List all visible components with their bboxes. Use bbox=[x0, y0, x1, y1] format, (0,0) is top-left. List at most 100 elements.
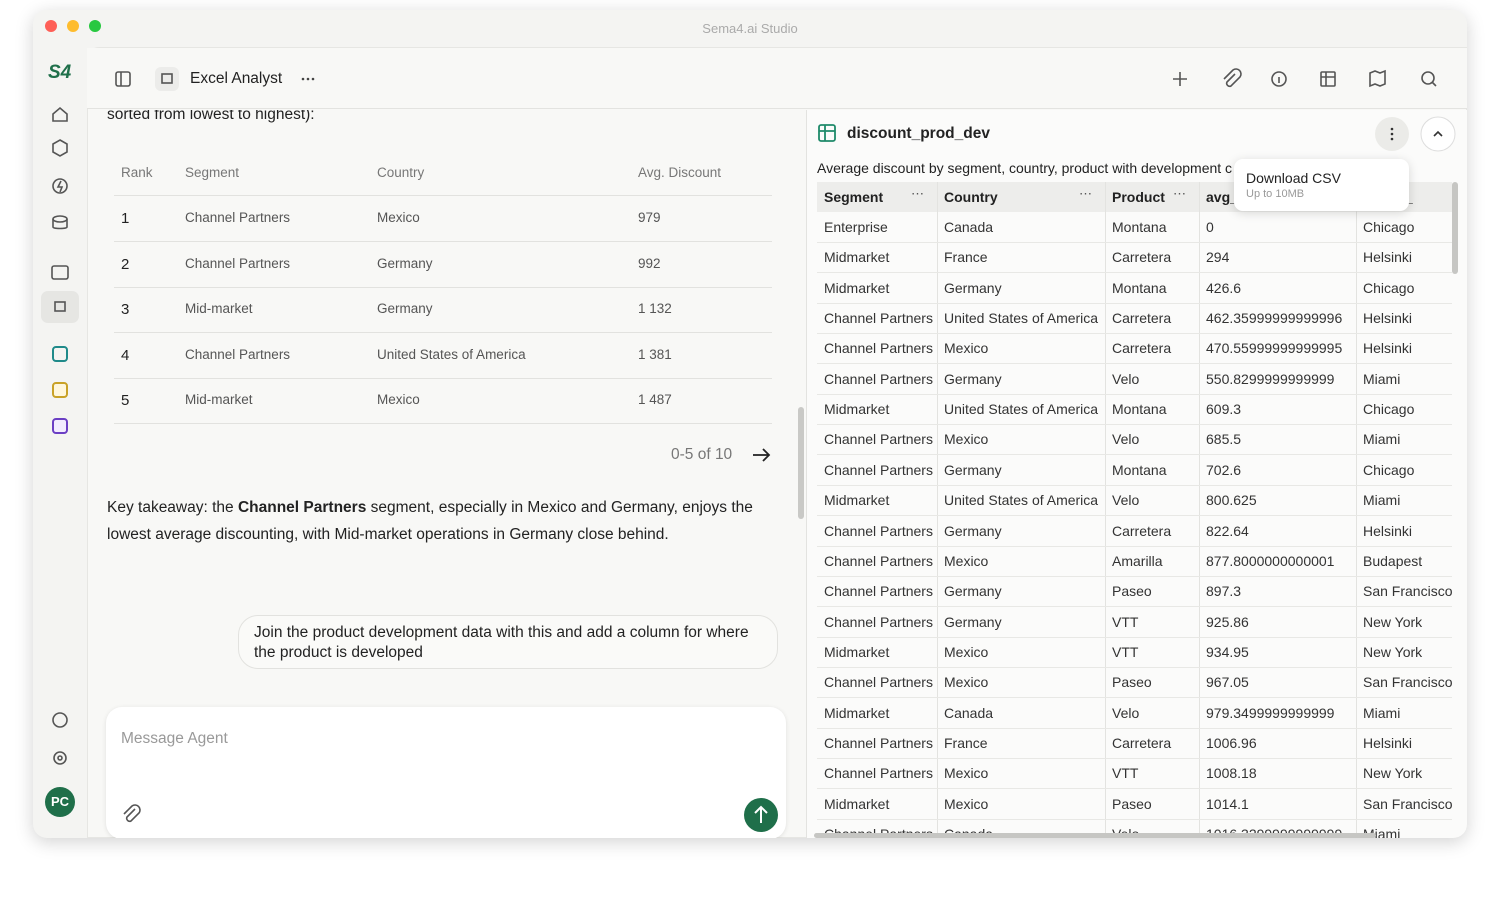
table-cell: Channel Partners bbox=[824, 310, 933, 327]
table-cell: 702.6 bbox=[1206, 461, 1242, 478]
table-cell: Channel Partners bbox=[824, 765, 933, 782]
composer-placeholder[interactable]: Message Agent bbox=[121, 730, 228, 747]
column-divider bbox=[937, 182, 938, 838]
row-divider bbox=[114, 241, 772, 242]
row-divider bbox=[817, 393, 1452, 395]
column-header: avg_ bbox=[1206, 189, 1238, 205]
table-cell: Channel Partners bbox=[824, 583, 933, 600]
table-cell: 5 bbox=[121, 392, 130, 409]
header-left-icons[interactable] bbox=[113, 64, 243, 94]
table-cell: Channel Partners bbox=[824, 613, 933, 630]
panel-buttons[interactable] bbox=[1373, 114, 1463, 154]
table-cell: San Francisco bbox=[1363, 795, 1452, 812]
header-right-icons[interactable] bbox=[1165, 64, 1445, 94]
logo: S4 bbox=[48, 62, 72, 83]
agent-name[interactable]: Excel Analyst bbox=[190, 70, 283, 87]
table-cell: Carretera bbox=[1112, 340, 1172, 357]
table-cell: Miami bbox=[1363, 492, 1401, 509]
window-title: Sema4.ai Studio bbox=[702, 21, 798, 36]
table-cell: Mid-market bbox=[185, 301, 253, 316]
row-divider bbox=[114, 423, 772, 424]
table-cell: Channel Partners bbox=[824, 370, 933, 387]
table-cell: Montana bbox=[1112, 279, 1167, 296]
table-cell: Midmarket bbox=[824, 492, 890, 509]
column-menu[interactable]: ⋯ bbox=[1079, 186, 1092, 201]
table-cell: Canada bbox=[944, 219, 994, 235]
column-divider bbox=[1199, 182, 1200, 838]
download-popup[interactable]: Download CSV Up to 10MB bbox=[1234, 159, 1409, 211]
row-divider bbox=[817, 484, 1452, 486]
table-cell: VTT bbox=[1112, 643, 1139, 660]
table-cell: New York bbox=[1363, 613, 1423, 630]
composer[interactable] bbox=[106, 707, 786, 838]
attach-button[interactable] bbox=[120, 804, 142, 826]
table-cell: 967.05 bbox=[1206, 674, 1249, 691]
table-cell: Mexico bbox=[944, 552, 989, 569]
row-divider bbox=[817, 788, 1452, 790]
table-cell: United States of America bbox=[944, 492, 1099, 509]
column-menu[interactable]: ⋯ bbox=[911, 186, 924, 201]
column-divider bbox=[1105, 182, 1106, 838]
table-cell: 877.8000000000001 bbox=[1206, 552, 1335, 569]
user-message: Join the product development data with t… bbox=[238, 615, 778, 669]
row-divider bbox=[817, 424, 1452, 426]
table-cell: Mid-market bbox=[185, 392, 253, 407]
takeaway-text: Key takeaway: the bbox=[107, 499, 238, 516]
agent-menu[interactable] bbox=[299, 74, 319, 84]
row-divider bbox=[817, 757, 1452, 759]
table-cell: 979 bbox=[638, 210, 661, 225]
column-menu[interactable]: ⋯ bbox=[1173, 186, 1186, 201]
table-vscroll[interactable] bbox=[1452, 182, 1458, 274]
table-cell: 1 bbox=[121, 210, 130, 227]
sidebar-icons[interactable] bbox=[33, 95, 87, 495]
table-cell: 934.95 bbox=[1206, 643, 1249, 660]
table-cell: Helsinki bbox=[1363, 340, 1413, 357]
table-cell: 925.86 bbox=[1206, 613, 1249, 630]
table-cell: Helsinki bbox=[1363, 522, 1413, 539]
header bbox=[87, 48, 1467, 109]
table-cell: 992 bbox=[638, 255, 661, 271]
popup-title[interactable]: Download CSV bbox=[1246, 170, 1341, 186]
row-divider bbox=[817, 606, 1452, 608]
table-cell: VTT bbox=[1112, 765, 1139, 782]
table-cell: Paseo bbox=[1112, 674, 1152, 691]
table-cell: Mexico bbox=[377, 210, 420, 225]
send-button[interactable] bbox=[743, 797, 779, 833]
chat-area: sorted from lowest to highest): Rank Segm… bbox=[87, 110, 806, 838]
table-cell: 1008.18 bbox=[1206, 765, 1257, 782]
table-cell: Montana bbox=[1112, 461, 1167, 478]
takeaway: Key takeaway: the Channel Partners segme… bbox=[107, 495, 777, 548]
table-cell: 1 132 bbox=[638, 301, 672, 316]
column-header: Avg. Discount bbox=[638, 165, 722, 180]
table-cell: Carretera bbox=[1112, 249, 1172, 266]
table-cell: 294 bbox=[1206, 249, 1230, 266]
row-divider bbox=[817, 302, 1452, 304]
next-page[interactable] bbox=[751, 446, 773, 464]
table-cell: Mexico bbox=[944, 431, 989, 448]
table-cell: Velo bbox=[1112, 704, 1140, 721]
table-cell: Germany bbox=[944, 613, 1002, 630]
table-cell: Channel Partners bbox=[185, 255, 291, 271]
row-divider bbox=[817, 727, 1452, 729]
table-cell: 550.8299999999999 bbox=[1206, 370, 1335, 387]
result-table: Rank Segment Country Avg. Discount 1 Channel … bbox=[114, 148, 772, 433]
row-divider bbox=[817, 575, 1452, 577]
table-cell: Germany bbox=[944, 370, 1002, 387]
table-cell: San Francisco bbox=[1363, 583, 1452, 600]
table-cell: Channel Partners bbox=[824, 340, 933, 357]
avatar[interactable]: PC bbox=[45, 787, 75, 817]
table-cell: Germany bbox=[377, 301, 433, 316]
table-cell: Miami bbox=[1363, 370, 1401, 387]
row-divider bbox=[114, 332, 772, 333]
table-cell: Mexico bbox=[944, 674, 989, 691]
sidebar-settings[interactable] bbox=[33, 710, 87, 780]
table-cell: Germany bbox=[377, 255, 433, 271]
column-header: Country bbox=[377, 165, 425, 180]
table-hscroll[interactable] bbox=[814, 833, 1376, 838]
table-cell: 1006.96 bbox=[1206, 734, 1257, 751]
row-divider bbox=[114, 195, 772, 196]
chat-scrollbar[interactable] bbox=[798, 407, 804, 519]
table-cell: 897.3 bbox=[1206, 583, 1242, 600]
table-cell: 3 bbox=[121, 301, 130, 318]
